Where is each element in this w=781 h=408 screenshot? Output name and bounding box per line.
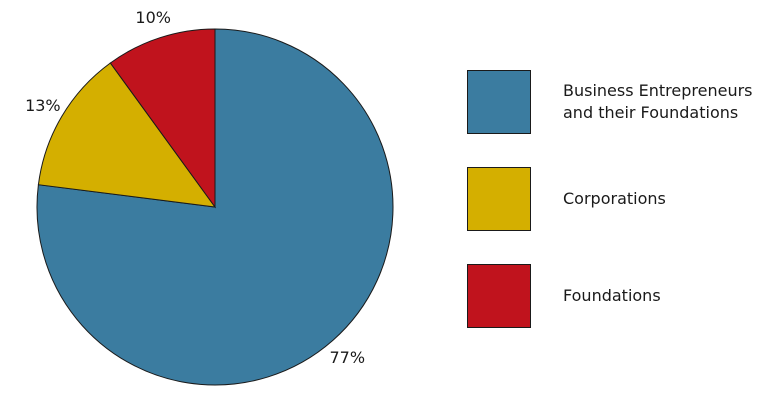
legend-item-corporations: Corporations xyxy=(467,167,767,231)
legend-swatch-business-entrepreneurs xyxy=(467,70,531,134)
pie-slice-business-entrepreneurs xyxy=(36,28,394,386)
pie-label-corporations: 13% xyxy=(25,96,61,115)
pie-slice-corporations xyxy=(37,62,217,208)
legend-label-corporations: Corporations xyxy=(563,189,666,208)
legend-swatch-corporations xyxy=(467,167,531,231)
pie-label-business-entrepreneurs: 77% xyxy=(329,348,365,367)
legend-label-foundations: Foundations xyxy=(563,286,661,305)
legend-item-business-entrepreneurs: Business Entrepreneurs and their Foundat… xyxy=(467,70,767,134)
legend-item-foundations: Foundations xyxy=(467,264,767,328)
legend-swatch-foundations xyxy=(467,264,531,328)
pie-slice-foundations xyxy=(109,28,216,209)
legend-label-business-entrepreneurs: Business Entrepreneurs and their Foundat… xyxy=(563,81,753,122)
pie-labels: 77% 13% 10% xyxy=(25,8,365,367)
pie-slices xyxy=(36,28,394,386)
pie-label-foundations: 10% xyxy=(135,8,171,27)
